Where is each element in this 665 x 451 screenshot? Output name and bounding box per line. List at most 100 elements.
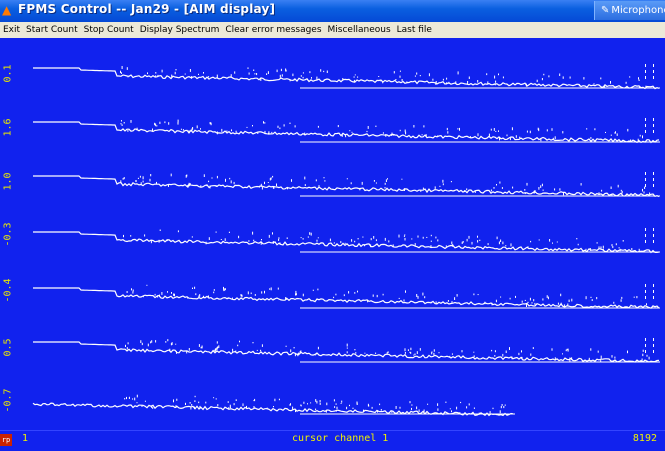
noise-mark <box>533 299 535 302</box>
noise-mark <box>177 119 179 123</box>
noise-mark <box>370 244 372 248</box>
noise-mark <box>352 407 354 409</box>
noise-mark <box>210 122 212 126</box>
spectrum-traces[interactable] <box>0 38 665 450</box>
noise-mark <box>493 83 495 85</box>
noise-mark <box>316 239 318 242</box>
noise-mark <box>529 297 531 301</box>
noise-mark <box>404 234 406 236</box>
noise-mark <box>141 405 143 407</box>
menu-miscellaneous[interactable]: Miscellaneous <box>327 25 391 35</box>
menu-display-spectrum[interactable]: Display Spectrum <box>139 25 220 35</box>
spectrum-trace <box>32 394 515 417</box>
noise-mark <box>426 236 428 238</box>
noise-mark <box>646 354 648 357</box>
noise-mark <box>621 296 623 299</box>
noise-mark <box>150 341 152 344</box>
noise-mark <box>477 240 479 243</box>
noise-mark <box>294 353 296 357</box>
noise-mark <box>319 403 321 405</box>
noise-mark <box>403 235 405 237</box>
edge-marker <box>645 64 646 67</box>
noise-mark <box>602 248 604 251</box>
noise-mark <box>329 238 331 242</box>
noise-mark <box>271 131 273 134</box>
noise-mark <box>341 400 343 403</box>
noise-mark <box>641 358 643 362</box>
edge-marker <box>653 70 654 73</box>
noise-mark <box>304 184 306 186</box>
noise-mark <box>382 293 384 296</box>
noise-mark <box>132 398 134 400</box>
noise-mark <box>491 302 493 306</box>
noise-mark <box>295 409 296 413</box>
noise-mark <box>346 178 348 180</box>
noise-mark <box>273 406 274 408</box>
noise-mark <box>216 131 218 135</box>
noise-mark <box>351 239 353 242</box>
noise-mark <box>125 344 126 347</box>
noise-mark <box>167 339 169 342</box>
noise-mark <box>417 295 419 299</box>
noise-mark <box>127 129 129 132</box>
noise-mark <box>159 229 161 231</box>
noise-mark <box>136 394 138 398</box>
noise-mark <box>122 178 124 180</box>
noise-mark <box>551 348 553 351</box>
noise-mark <box>409 351 411 353</box>
noise-mark <box>346 343 348 347</box>
noise-mark <box>156 125 158 127</box>
noise-mark <box>359 188 361 191</box>
edge-marker <box>645 344 646 347</box>
noise-mark <box>438 352 440 354</box>
noise-mark <box>505 350 507 353</box>
noise-mark <box>409 401 411 404</box>
noise-mark <box>455 81 457 85</box>
app-icon[interactable]: ▲ <box>2 3 12 17</box>
noise-mark <box>154 293 156 296</box>
title-bar[interactable]: ▲ FPMS Control -- Jan29 - [AIM display] … <box>0 0 665 22</box>
noise-mark <box>649 192 651 195</box>
noise-mark <box>127 342 129 345</box>
menu-last-file[interactable]: Last file <box>396 25 432 35</box>
menu-clear-error-messages[interactable]: Clear error messages <box>225 25 322 35</box>
noise-mark <box>247 67 249 69</box>
trace-label-1: 0.1 <box>2 64 14 83</box>
noise-mark <box>617 184 619 188</box>
noise-mark <box>494 350 496 353</box>
noise-mark <box>431 351 433 353</box>
noise-mark <box>309 71 311 74</box>
noise-mark <box>569 76 571 79</box>
noise-mark <box>340 402 342 404</box>
noise-mark <box>232 297 233 299</box>
menu-stop-count[interactable]: Stop Count <box>83 25 134 35</box>
microphone-button[interactable]: ✎ Microphone <box>594 1 665 20</box>
noise-mark <box>387 178 388 180</box>
noise-mark <box>571 298 573 302</box>
menu-start-count[interactable]: Start Count <box>26 25 78 35</box>
noise-mark <box>498 73 499 76</box>
edge-marker <box>645 296 646 299</box>
noise-mark <box>435 236 437 239</box>
noise-mark <box>509 137 511 141</box>
noise-mark <box>191 404 193 406</box>
spectrum-display[interactable]: 0.1 1.6 1.0 -0.3 -0.4 0.5 -0.7 <box>0 38 665 450</box>
trace-label-5: -0.4 <box>2 278 14 303</box>
noise-mark <box>500 296 502 298</box>
noise-mark <box>613 301 615 304</box>
noise-mark <box>442 183 444 186</box>
noise-mark <box>393 71 395 74</box>
noise-mark <box>416 351 418 354</box>
noise-mark <box>276 69 278 73</box>
noise-mark <box>300 75 302 77</box>
noise-mark <box>538 128 540 132</box>
noise-mark <box>559 188 561 191</box>
noise-mark <box>447 131 449 134</box>
spectrum-trace <box>33 339 660 363</box>
noise-mark <box>554 136 556 140</box>
noise-mark <box>435 301 437 305</box>
menu-exit[interactable]: Exit <box>3 25 21 35</box>
noise-mark <box>459 127 460 131</box>
noise-mark <box>154 122 156 126</box>
noise-mark <box>272 241 274 244</box>
